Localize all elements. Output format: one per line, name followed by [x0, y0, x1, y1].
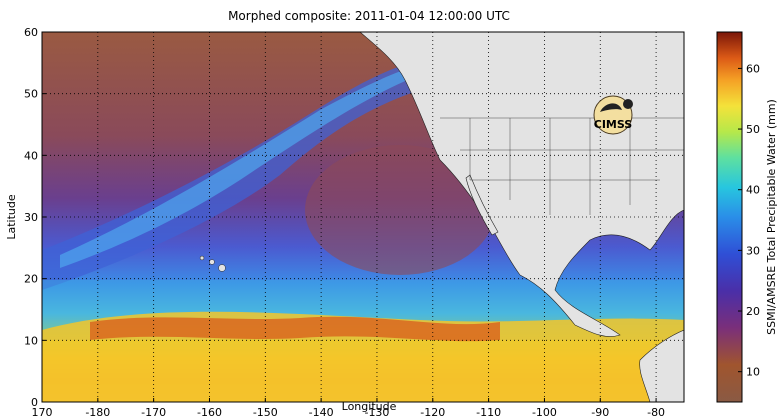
x-tick-label: -140 — [309, 406, 334, 419]
y-tick-label: 40 — [24, 149, 38, 162]
y-axis-ticks: 0 10 20 30 40 50 60 — [24, 26, 46, 409]
y-tick-label: 30 — [24, 211, 38, 224]
x-tick-label: -180 — [85, 406, 110, 419]
y-tick-label: 0 — [31, 396, 38, 409]
x-axis-ticks: 170 -180 -170 -160 -150 -140 -130 -120 -110 -100 -… — [32, 398, 665, 419]
y-tick-label: 50 — [24, 88, 38, 101]
political-borders — [440, 117, 684, 215]
y-axis-label: Latitude — [5, 194, 18, 240]
south-america-land — [639, 329, 684, 402]
x-tick-label: -120 — [420, 406, 445, 419]
chart-title: Morphed composite: 2011-01-04 12:00:00 U… — [228, 9, 510, 23]
x-tick-label: -160 — [197, 406, 222, 419]
colorbar-tick-label: 30 — [746, 244, 760, 257]
colorbar-tick-label: 50 — [746, 123, 760, 136]
x-tick-label: -100 — [532, 406, 557, 419]
logo-text: CIMSS — [594, 118, 633, 131]
y-tick-label: 60 — [24, 26, 38, 39]
cimss-logo: CIMSS — [593, 95, 633, 135]
x-tick-label: -80 — [647, 406, 665, 419]
hawaii-islands — [199, 255, 226, 272]
colorbar-ticks: 10 20 30 40 50 60 — [738, 62, 760, 379]
x-tick-label: -130 — [364, 406, 389, 419]
colorbar-label: SSMI/AMSRE Total Precipitable Water (mm) — [765, 99, 778, 335]
x-tick-label: -150 — [253, 406, 278, 419]
x-tick-label: -170 — [141, 406, 166, 419]
itcz-core — [90, 316, 500, 342]
colorbar-tick-label: 60 — [746, 62, 760, 75]
dry-region — [305, 145, 495, 275]
x-axis-label: Longitude — [342, 400, 397, 413]
x-tick-label: -90 — [591, 406, 609, 419]
colorbar — [716, 31, 743, 403]
y-tick-label: 10 — [24, 334, 38, 347]
moisture-plume-core — [60, 66, 415, 268]
x-tick-label: 170 — [32, 406, 53, 419]
colorbar-tick-label: 10 — [746, 366, 760, 379]
y-tick-label: 20 — [24, 273, 38, 286]
colorbar-tick-label: 40 — [746, 184, 760, 197]
x-tick-label: -110 — [476, 406, 501, 419]
graticule — [42, 32, 684, 402]
colorbar-tick-label: 20 — [746, 305, 760, 318]
baja-land — [465, 174, 499, 236]
